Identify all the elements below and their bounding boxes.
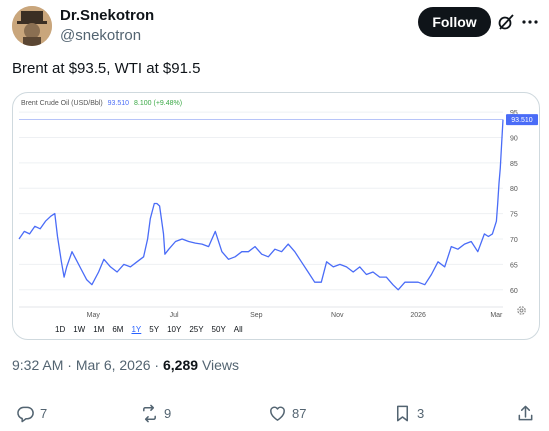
range-button-1y[interactable]: 1Y xyxy=(131,325,142,334)
y-tick-label: 75 xyxy=(510,212,518,219)
like-count: 87 xyxy=(292,406,307,421)
share-icon xyxy=(518,405,533,421)
tweet-time[interactable]: 9:32 AM xyxy=(12,357,64,373)
y-tick-label: 90 xyxy=(510,135,518,142)
range-button-1w[interactable]: 1W xyxy=(73,325,86,334)
range-button-25y[interactable]: 25Y xyxy=(189,325,204,334)
author-name[interactable]: Dr.Snekotron xyxy=(60,7,155,24)
repost-icon xyxy=(143,404,156,423)
share-button[interactable] xyxy=(516,404,535,423)
reply-count: 7 xyxy=(40,406,48,421)
avatar-image xyxy=(12,6,52,46)
avatar[interactable] xyxy=(12,6,52,46)
range-button-10y[interactable]: 10Y xyxy=(167,325,182,334)
heart-icon xyxy=(270,406,285,421)
chart-change: 8.100 (+9.48%) xyxy=(134,100,183,107)
more-icon[interactable] xyxy=(520,12,540,32)
y-tick-label: 95 xyxy=(510,110,518,117)
y-tick-label: 70 xyxy=(510,237,518,244)
views-count: 6,289 xyxy=(163,357,199,373)
last-price-box xyxy=(506,114,538,126)
chart-header: Brent Crude Oil (USD/Bbl) 93.510 8.100 (… xyxy=(21,100,182,107)
x-tick-label: Jul xyxy=(170,312,179,319)
x-tick-label: Sep xyxy=(250,312,263,319)
grok-icon[interactable] xyxy=(497,13,515,31)
range-button-50y[interactable]: 50Y xyxy=(211,325,226,334)
range-selector: 1D 1W 1M 6M 1Y 5Y 10Y 25Y 50Y All xyxy=(51,325,247,334)
like-button[interactable]: 87 xyxy=(268,404,306,423)
views-label: Views xyxy=(201,357,240,373)
y-tick-label: 85 xyxy=(510,161,518,168)
follow-button[interactable]: Follow xyxy=(418,7,491,37)
chart-card[interactable]: 60 65 70 75 80 85 90 95 May Jul Sep Nov 2026 Mar 93.51… xyxy=(12,92,540,340)
range-button-5y[interactable]: 5Y xyxy=(149,325,160,334)
chart-title: Brent Crude Oil (USD/Bbl) xyxy=(21,100,103,107)
chart-price: 93.510 xyxy=(107,100,130,107)
x-tick-label: Nov xyxy=(331,312,344,319)
range-button-all[interactable]: All xyxy=(233,325,243,334)
meta-separator: · xyxy=(150,357,163,373)
action-bar: 7 9 87 3 xyxy=(0,400,549,428)
range-button-6m[interactable]: 6M xyxy=(112,325,124,334)
bookmark-button[interactable]: 3 xyxy=(393,404,424,423)
reply-button[interactable]: 7 xyxy=(16,404,47,423)
last-price-label: 93.510 xyxy=(511,117,533,124)
range-button-1d[interactable]: 1D xyxy=(55,325,66,334)
tweet-meta: 9:32 AM · Mar 6, 2026 · 6,289 Views xyxy=(12,357,239,373)
price-chart: 60 65 70 75 80 85 90 95 May Jul Sep Nov 2026 Mar 93.51… xyxy=(18,110,538,319)
tweet-date[interactable]: Mar 6, 2026 xyxy=(75,357,151,373)
y-tick-label: 80 xyxy=(510,186,518,193)
y-tick-label: 60 xyxy=(510,288,518,295)
settings-icon[interactable] xyxy=(516,305,527,316)
x-tick-label: Mar xyxy=(490,312,503,319)
reply-icon xyxy=(17,406,34,423)
author-handle[interactable]: @snekotron xyxy=(60,27,142,44)
bookmark-count: 3 xyxy=(417,406,425,421)
x-tick-label: 2026 xyxy=(410,312,426,319)
repost-count: 9 xyxy=(164,406,172,421)
bookmark-icon xyxy=(396,405,409,422)
range-button-1m[interactable]: 1M xyxy=(93,325,105,334)
repost-button[interactable]: 9 xyxy=(140,404,171,423)
x-tick-label: May xyxy=(87,312,101,319)
meta-separator: · xyxy=(63,357,76,373)
tweet-text: Brent at $93.5, WTI at $91.5 xyxy=(12,60,201,77)
y-tick-label: 65 xyxy=(510,262,518,269)
